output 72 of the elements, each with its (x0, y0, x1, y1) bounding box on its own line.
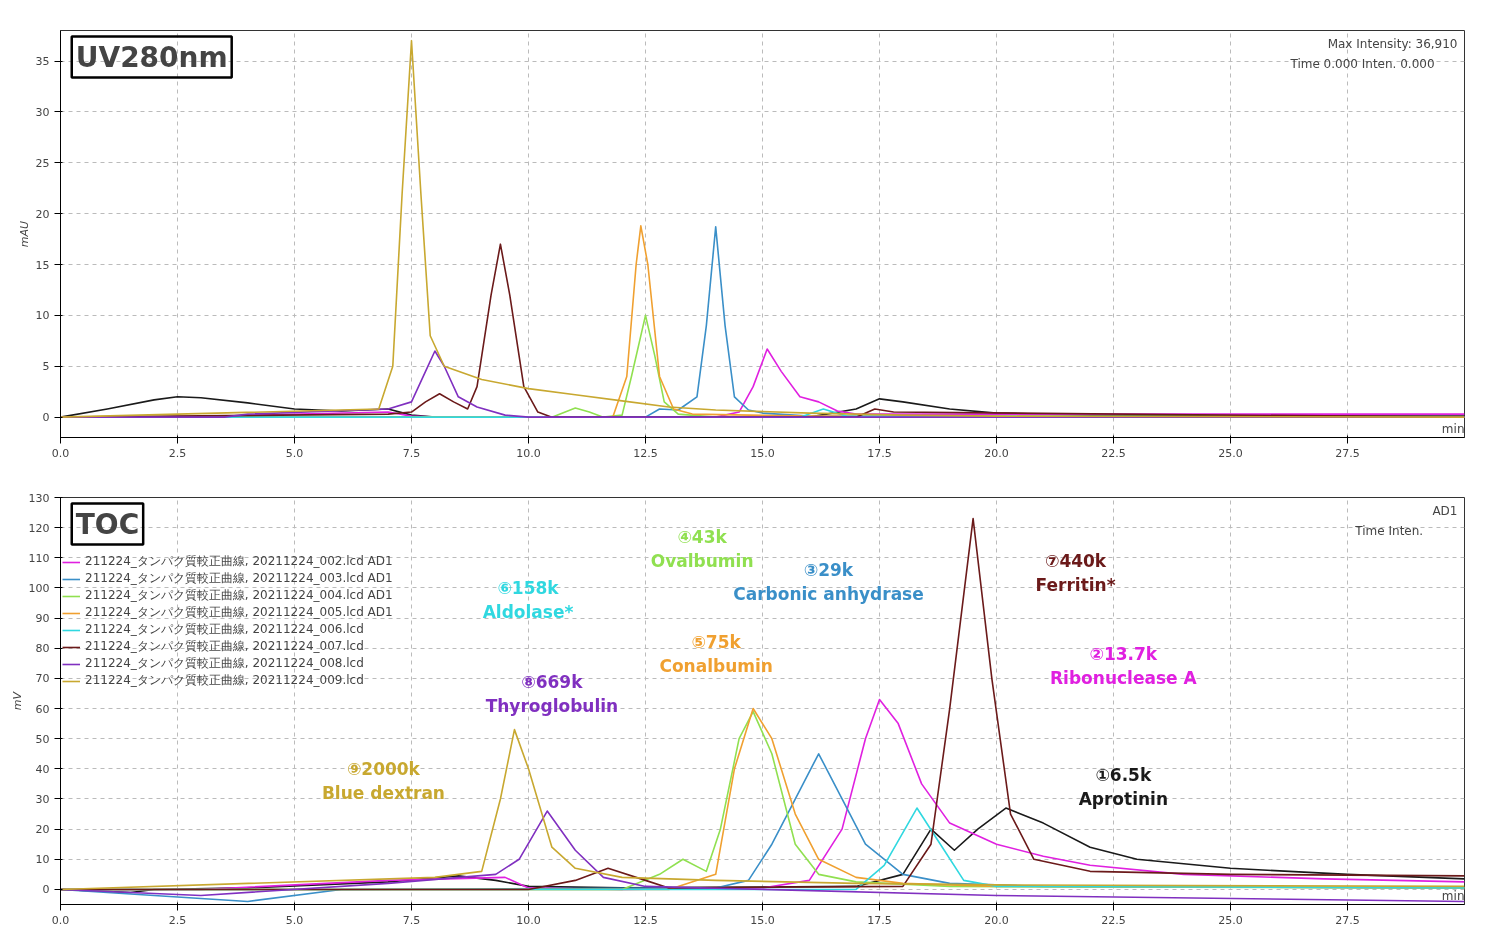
legend-label: 211224_タンパク質較正曲線, 20211224_005.lcd AD1 (85, 604, 393, 621)
annotation: TOC (75, 507, 140, 541)
x-tick-label: 15.0 (750, 913, 775, 927)
x-tick-label: 5.0 (285, 446, 304, 460)
y-tick-label: 0 (42, 411, 50, 425)
x-tick-label: 2.5 (168, 446, 187, 460)
legend-label: 211224_タンパク質較正曲線, 20211224_007.lcd (85, 638, 364, 655)
x-axis-title: min (1441, 888, 1465, 903)
y-tick-label: 30 (35, 105, 50, 119)
annotation: UV280nm (75, 40, 228, 74)
x-tick-label: 10.0 (516, 446, 541, 460)
annotation: AD1 (1432, 503, 1458, 518)
x-tick-label: 10.0 (516, 913, 541, 927)
y-tick-label: 35 (35, 55, 50, 69)
y-axis-title: mAU (17, 220, 31, 248)
x-tick-label: 0.0 (51, 913, 70, 927)
x-tick-label: 12.5 (633, 446, 658, 460)
legend-label: 211224_タンパク質較正曲線, 20211224_003.lcd AD1 (85, 570, 393, 587)
annotation: ⑦440k Ferritin* (1035, 550, 1116, 595)
x-tick-label: 15.0 (750, 446, 775, 460)
y-tick-label: 70 (35, 672, 50, 686)
annotation: Time 0.000 Inten. 0.000 (1289, 56, 1435, 71)
annotation: ⑧669k Thyroglobulin (485, 671, 619, 716)
y-tick-label: 100 (28, 581, 50, 595)
annotation: ④43k Ovalbumin (650, 526, 754, 571)
y-tick-label: 130 (28, 491, 50, 505)
y-tick-label: 10 (35, 309, 50, 323)
annotation: ②13.7k Ribonuclease A (1050, 644, 1198, 689)
y-tick-label: 5 (42, 360, 50, 374)
x-tick-label: 17.5 (867, 446, 892, 460)
y-tick-label: 120 (28, 521, 50, 535)
y-tick-label: 90 (35, 612, 50, 626)
annotation: Time Inten. (1354, 523, 1424, 538)
annotation: ①6.5k Aprotinin (1078, 764, 1169, 809)
y-tick-label: 20 (35, 207, 50, 221)
x-tick-label: 0.0 (51, 446, 70, 460)
annotation: ⑥158k Aldolase* (482, 578, 574, 623)
y-axis-title: mV (10, 690, 24, 711)
x-tick-label: 27.5 (1335, 913, 1360, 927)
x-tick-label: 20.0 (984, 446, 1009, 460)
x-tick-label: 22.5 (1101, 446, 1126, 460)
y-tick-label: 80 (35, 642, 50, 656)
y-tick-label: 15 (35, 258, 50, 272)
x-tick-label: 5.0 (285, 913, 304, 927)
annotation: Max Intensity: 36,910 (1327, 36, 1458, 51)
legend-label: 211224_タンパク質較正曲線, 20211224_009.lcd (85, 672, 364, 689)
x-tick-label: 12.5 (633, 913, 658, 927)
x-axis-title: min (1441, 421, 1465, 436)
y-tick-label: 50 (35, 732, 50, 746)
y-tick-label: 30 (35, 792, 50, 806)
x-tick-label: 17.5 (867, 913, 892, 927)
legend-label: 211224_タンパク質較正曲線, 20211224_006.lcd (85, 621, 364, 638)
legend-label: 211224_タンパク質較正曲線, 20211224_002.lcd AD1 (85, 553, 393, 570)
y-tick-label: 25 (35, 156, 50, 170)
x-tick-label: 20.0 (984, 913, 1009, 927)
x-tick-label: 7.5 (402, 446, 421, 460)
legend-label: 211224_タンパク質較正曲線, 20211224_008.lcd (85, 655, 364, 672)
y-tick-label: 110 (28, 551, 50, 565)
x-tick-label: 25.0 (1218, 913, 1243, 927)
x-tick-label: 22.5 (1101, 913, 1126, 927)
y-tick-label: 20 (35, 823, 50, 837)
x-tick-label: 27.5 (1335, 446, 1360, 460)
x-tick-label: 2.5 (168, 913, 187, 927)
y-tick-label: 0 (42, 883, 50, 897)
annotation: ⑨2000k Blue dextran (321, 758, 445, 803)
x-tick-label: 7.5 (402, 913, 421, 927)
annotation: ⑤75k Conalbumin (659, 632, 773, 677)
y-tick-label: 40 (35, 762, 50, 776)
y-tick-label: 10 (35, 853, 50, 867)
y-tick-label: 60 (35, 702, 50, 716)
x-tick-label: 25.0 (1218, 446, 1243, 460)
legend-label: 211224_タンパク質較正曲線, 20211224_004.lcd AD1 (85, 587, 393, 604)
